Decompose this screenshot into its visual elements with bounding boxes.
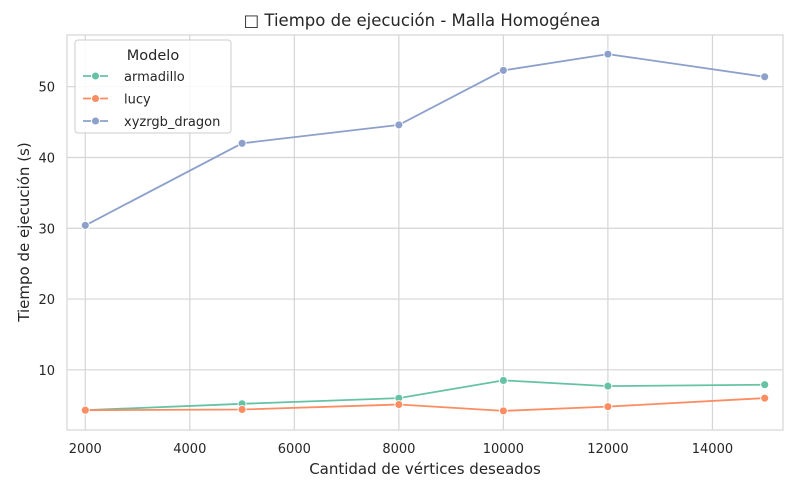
data-point	[237, 138, 247, 148]
tick-labels: 2000 4000 6000 8000 10000 12000 14000 10 20 30 40 5…	[38, 81, 733, 457]
data-point	[760, 380, 770, 390]
data-point	[498, 375, 508, 385]
data-point	[498, 406, 508, 416]
legend-swatch-marker	[91, 116, 100, 126]
legend-label: lucy	[124, 93, 151, 108]
data-point	[80, 220, 90, 230]
series-line	[85, 379, 765, 412]
y-tick-label: 40	[38, 151, 55, 166]
legend-title: Modelo	[127, 48, 180, 64]
data-point	[394, 120, 404, 130]
series-line	[84, 53, 765, 227]
x-tick-label: 8000	[382, 442, 415, 457]
x-axis-label: Cantidad de vértices deseados	[309, 460, 541, 478]
legend-item: xyzrgb_dragon	[83, 115, 220, 130]
legend-swatch-marker	[91, 71, 100, 81]
legend-swatch-marker	[91, 94, 100, 103]
y-tick-label: 10	[38, 364, 55, 379]
data-point	[603, 402, 613, 412]
x-tick-label: 14000	[692, 442, 733, 457]
x-tick-label: 2000	[69, 442, 102, 457]
x-tick-label: 6000	[278, 442, 311, 457]
data-point	[394, 400, 404, 409]
data-point	[603, 381, 613, 391]
data-point	[760, 72, 770, 82]
legend-label: xyzrgb_dragon	[124, 115, 220, 130]
data-point	[498, 65, 508, 75]
y-tick-label: 30	[38, 222, 55, 237]
legend: Modelo armadillo lucy xyzrgb_dragon	[74, 39, 232, 134]
grid	[67, 35, 783, 430]
legend-item: lucy	[83, 93, 151, 108]
x-tick-label: 12000	[587, 442, 628, 457]
legend-item: armadillo	[83, 70, 185, 85]
y-tick-label: 50	[38, 81, 55, 96]
x-tick-label: 4000	[173, 442, 206, 457]
series-xyzrgb_dragon	[80, 49, 770, 230]
data-point	[760, 393, 770, 403]
series-line	[85, 397, 765, 412]
y-axis-label: Tiempo de ejecución (s)	[15, 142, 33, 322]
legend-label: armadillo	[124, 70, 185, 85]
data-point	[603, 49, 613, 59]
data-point	[237, 405, 247, 414]
series-lucy	[80, 393, 770, 416]
data-point	[80, 405, 90, 415]
series-layer	[80, 49, 770, 416]
y-tick-label: 20	[38, 293, 55, 308]
chart-title: □ Tiempo de ejecución - Malla Homogénea	[244, 11, 601, 30]
legend-box	[74, 39, 232, 134]
x-tick-label: 10000	[483, 442, 524, 457]
